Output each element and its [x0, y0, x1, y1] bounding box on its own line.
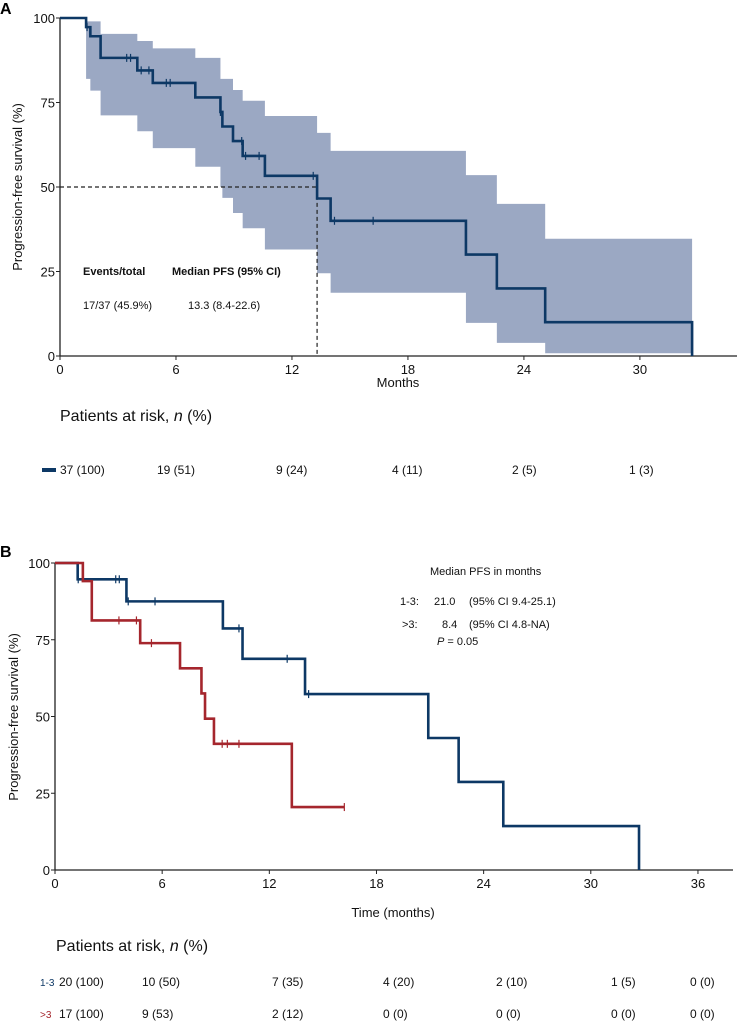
events-value: 17/37 (45.9%) [83, 300, 152, 312]
risk-cell: 7 (35) [272, 975, 303, 989]
y-tick-label: 100 [28, 556, 50, 571]
y-tick-label: 50 [41, 180, 55, 195]
panel-b-risk-title: Patients at risk, n (%) [56, 938, 208, 955]
risk-cell: 2 (10) [496, 975, 527, 989]
risk-cell: 1 (5) [611, 975, 636, 989]
x-tick-label: 24 [476, 876, 490, 891]
km-curve-1-3 [55, 561, 641, 870]
median-header: Median PFS (95% CI) [172, 266, 281, 278]
x-tick-label: 12 [262, 876, 276, 891]
x-tick-label: 6 [159, 876, 166, 891]
group1-median: 21.0 [434, 596, 455, 608]
panel-a-risk-title: Patients at risk, n (%) [60, 408, 212, 425]
panel-a-legend-swatch [42, 468, 56, 472]
x-tick-label: 0 [56, 362, 63, 377]
group2-median: 8.4 [442, 619, 457, 631]
median-value: 13.3 (8.4-22.6) [188, 300, 260, 312]
risk-cell: 0 (0) [690, 1007, 715, 1021]
y-tick-label: 0 [48, 349, 55, 364]
risk-cell: 2 (12) [272, 1007, 303, 1021]
km-curve--3 [55, 561, 345, 809]
risk-cell: 0 (0) [611, 1007, 636, 1021]
panel-b-x-axis-title: Time (months) [351, 905, 434, 920]
panel-b-label: B [0, 544, 12, 561]
risk-cell: 9 (24) [276, 463, 307, 477]
panel-a-plot: 0 25 50 75 100 0 6 12 18 24 30 [33, 11, 737, 377]
risk-cell: 19 (51) [157, 463, 195, 477]
risk-cell: 20 (100) [59, 975, 104, 989]
median-pfs-header: Median PFS in months [430, 566, 542, 578]
risk-cell: 10 (50) [142, 975, 180, 989]
risk-row-label: >3 [40, 1010, 52, 1021]
y-tick-label: 100 [33, 11, 55, 26]
risk-cell: 4 (20) [383, 975, 414, 989]
x-tick-label: 36 [691, 876, 705, 891]
km-curve-all-patients [60, 16, 694, 356]
panel-b-risk-table: 1-3 20 (100) 10 (50) 7 (35) 4 (20) 2 (10) 1 (5… [40, 975, 715, 1021]
risk-cell: 4 (11) [392, 463, 422, 477]
panel-b-y-axis-title: Progression-free survival (%) [6, 633, 21, 801]
risk-cell: 17 (100) [59, 1007, 104, 1021]
y-tick-label: 25 [36, 786, 50, 801]
panel-a-label: A [0, 1, 12, 18]
x-tick-label: 18 [369, 876, 383, 891]
y-tick-label: 0 [43, 863, 50, 878]
y-tick-label: 25 [41, 265, 55, 280]
group2-ci: (95% CI 4.8-NA) [469, 619, 550, 631]
panel-b-plot: 0 25 50 75 100 0 6 12 18 24 30 36 [28, 556, 733, 891]
risk-cell: 0 (0) [383, 1007, 408, 1021]
risk-cell: 2 (5) [512, 463, 537, 477]
y-tick-label: 75 [41, 96, 55, 111]
confidence-band [60, 18, 693, 354]
x-tick-label: 24 [517, 362, 531, 377]
y-tick-label: 75 [36, 633, 50, 648]
median-reference-line [60, 186, 318, 356]
risk-cell: 9 (53) [142, 1007, 173, 1021]
group1-ci: (95% CI 9.4-25.1) [469, 596, 556, 608]
group2-label: >3: [402, 619, 418, 631]
panel-a-risk-table: 37 (100) 19 (51) 9 (24) 4 (11) 2 (5) 1 (3) [60, 463, 654, 477]
x-tick-label: 6 [172, 362, 179, 377]
y-tick-label: 50 [36, 710, 50, 725]
panel-a-y-axis-title: Progression-free survival (%) [10, 103, 25, 271]
group1-label: 1-3: [400, 596, 419, 608]
x-tick-label: 12 [285, 362, 299, 377]
risk-cell: 0 (0) [496, 1007, 521, 1021]
risk-cell: 37 (100) [60, 463, 105, 477]
x-tick-label: 0 [51, 876, 58, 891]
risk-cell: 0 (0) [690, 975, 715, 989]
x-tick-label: 18 [401, 362, 415, 377]
x-tick-label: 30 [633, 362, 647, 377]
risk-row-label: 1-3 [40, 978, 55, 989]
panel-a-x-axis-title: Months [377, 375, 420, 390]
x-tick-label: 30 [584, 876, 598, 891]
events-header: Events/total [83, 266, 145, 278]
p-value: P = 0.05 [437, 636, 478, 648]
risk-cell: 1 (3) [629, 463, 654, 477]
